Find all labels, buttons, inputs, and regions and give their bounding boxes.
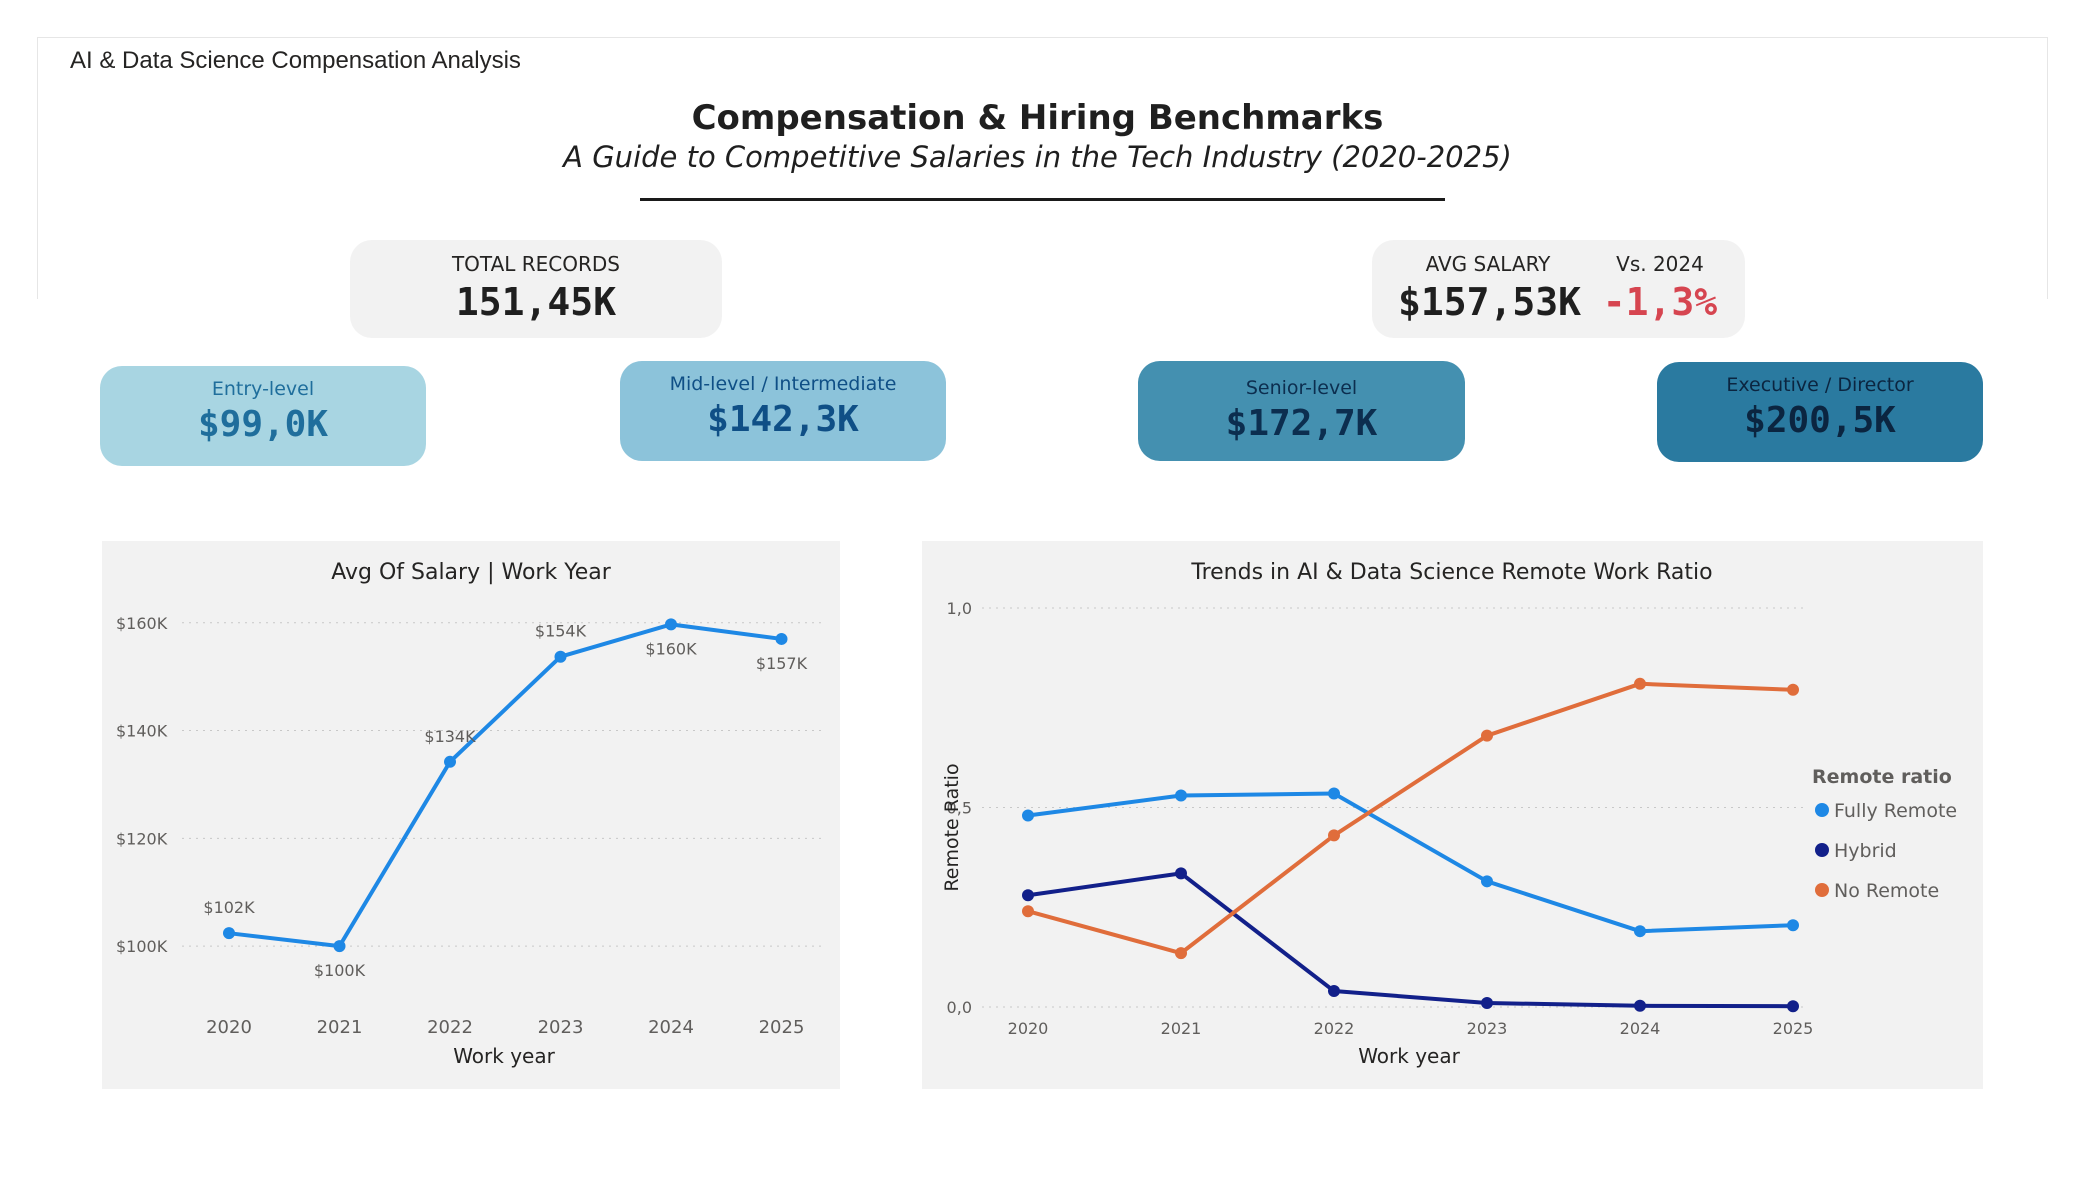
remote-ratio-chart-panel[interactable]: Trends in AI & Data Science Remote Work … (922, 541, 1983, 1089)
data-point (665, 618, 677, 631)
data-point-fully-remote (1328, 787, 1340, 800)
data-point-fully-remote (1175, 789, 1187, 802)
y-tick-label: $140K (116, 722, 168, 741)
series-line-hybrid (1027, 871, 1794, 1009)
y-tick-label: $160K (116, 614, 168, 633)
data-label: $102K (203, 898, 255, 917)
data-point-fully-remote (1481, 875, 1493, 888)
x-axis-label: Work year (1358, 1044, 1460, 1068)
series-line-no-remote (1027, 681, 1794, 956)
report-header-frame (37, 37, 2048, 299)
data-label: $100K (314, 961, 366, 980)
chart-title: Avg Of Salary | Work Year (331, 560, 612, 585)
level-card-executive[interactable]: Executive / Director $200,5K (1657, 362, 1983, 462)
x-tick-label: 2025 (759, 1017, 805, 1038)
data-label: $134K (424, 727, 476, 746)
level-label: Senior-level (1245, 377, 1358, 399)
level-salary-value: $99,0K (197, 404, 329, 445)
level-salary-value: $200,5K (1744, 400, 1896, 441)
data-label: $157K (756, 654, 808, 673)
salary-trend-chart[interactable]: Avg Of Salary | Work Year $100K $120K $140K… (102, 541, 840, 1089)
data-point-hybrid (1787, 1000, 1799, 1013)
data-point (223, 927, 235, 940)
total-records-value: 151,45K (455, 280, 617, 324)
data-point-no-remote (1634, 677, 1646, 690)
salary-trend-chart-panel[interactable]: Avg Of Salary | Work Year $100K $120K $140K… (102, 541, 840, 1089)
x-tick-label: 2021 (1161, 1019, 1202, 1038)
chart-title: Trends in AI & Data Science Remote Work … (1190, 560, 1712, 585)
y-tick-label: 1,0 (947, 599, 972, 618)
data-label: $154K (535, 622, 587, 641)
data-point (444, 755, 456, 768)
x-tick-label: 2023 (538, 1017, 584, 1038)
remote-ratio-chart[interactable]: Trends in AI & Data Science Remote Work … (922, 541, 1983, 1089)
avg-salary-card[interactable]: AVG SALARY $157,53K Vs. 2024 -1,3% (1372, 240, 1745, 338)
data-point-hybrid (1022, 889, 1034, 902)
data-point-no-remote (1328, 829, 1340, 842)
x-tick-label: 2023 (1467, 1019, 1508, 1038)
series-line-fully-remote (1027, 791, 1794, 934)
level-salary-value: $172,7K (1225, 403, 1378, 444)
legend-marker (1815, 883, 1829, 897)
legend-label: Hybrid (1834, 840, 1897, 862)
data-point-fully-remote (1787, 919, 1799, 932)
data-point (333, 940, 346, 953)
level-salary-value: $142,3K (707, 399, 859, 440)
x-tick-label: 2022 (1314, 1019, 1355, 1038)
avg-salary-value: $157,53K (1398, 280, 1582, 324)
data-label: $160K (645, 639, 697, 658)
title-divider (640, 198, 1445, 201)
level-card-mid[interactable]: Mid-level / Intermediate $142,3K (620, 361, 946, 461)
data-point-hybrid (1634, 999, 1646, 1012)
data-point-hybrid (1481, 997, 1493, 1010)
avg-salary-label: AVG SALARY (1425, 252, 1551, 276)
salary-change-value: -1,3% (1602, 280, 1718, 324)
y-axis-label: Remote Ratio (941, 763, 963, 891)
level-label: Mid-level / Intermediate (669, 373, 897, 395)
x-axis-label: Work year (453, 1044, 555, 1068)
report-tab-label[interactable]: AI & Data Science Compensation Analysis (70, 47, 521, 74)
total-records-label: TOTAL RECORDS (451, 252, 621, 276)
legend-label: Fully Remote (1834, 800, 1957, 822)
data-point (554, 650, 567, 663)
y-tick-label: 0,5 (947, 799, 972, 818)
x-tick-label: 2024 (1620, 1019, 1661, 1038)
legend-label: No Remote (1834, 880, 1939, 902)
x-tick-label: 2022 (427, 1017, 473, 1038)
data-point-no-remote (1481, 729, 1493, 742)
x-tick-label: 2021 (317, 1017, 363, 1038)
level-card-senior[interactable]: Senior-level $172,7K (1138, 361, 1465, 461)
x-tick-label: 2025 (1773, 1019, 1814, 1038)
level-card-entry[interactable]: Entry-level $99,0K (100, 366, 426, 466)
data-point-hybrid (1175, 867, 1187, 880)
legend-title: Remote ratio (1812, 766, 1952, 788)
legend-marker (1815, 803, 1829, 817)
legend-marker (1815, 843, 1829, 857)
comparison-label: Vs. 2024 (1616, 252, 1704, 276)
x-tick-label: 2020 (206, 1017, 252, 1038)
x-tick-label: 2020 (1008, 1019, 1049, 1038)
y-tick-label: $100K (116, 937, 168, 956)
y-tick-label: 0,0 (947, 998, 972, 1017)
data-point-hybrid (1328, 985, 1340, 998)
level-label: Entry-level (211, 378, 315, 400)
data-point-no-remote (1175, 947, 1187, 960)
data-point-fully-remote (1022, 809, 1034, 822)
page-subtitle: A Guide to Competitive Salaries in the T… (563, 140, 1512, 174)
series-line-avg-salary (228, 622, 782, 949)
level-label: Executive / Director (1726, 374, 1914, 396)
y-tick-label: $120K (116, 829, 168, 848)
page-title: Compensation & Hiring Benchmarks (691, 98, 1384, 138)
data-point-fully-remote (1634, 925, 1646, 938)
x-tick-label: 2024 (648, 1017, 694, 1038)
data-point-no-remote (1022, 905, 1034, 918)
data-point-no-remote (1787, 683, 1799, 696)
total-records-card[interactable]: TOTAL RECORDS 151,45K (350, 240, 722, 338)
data-point (775, 632, 788, 645)
